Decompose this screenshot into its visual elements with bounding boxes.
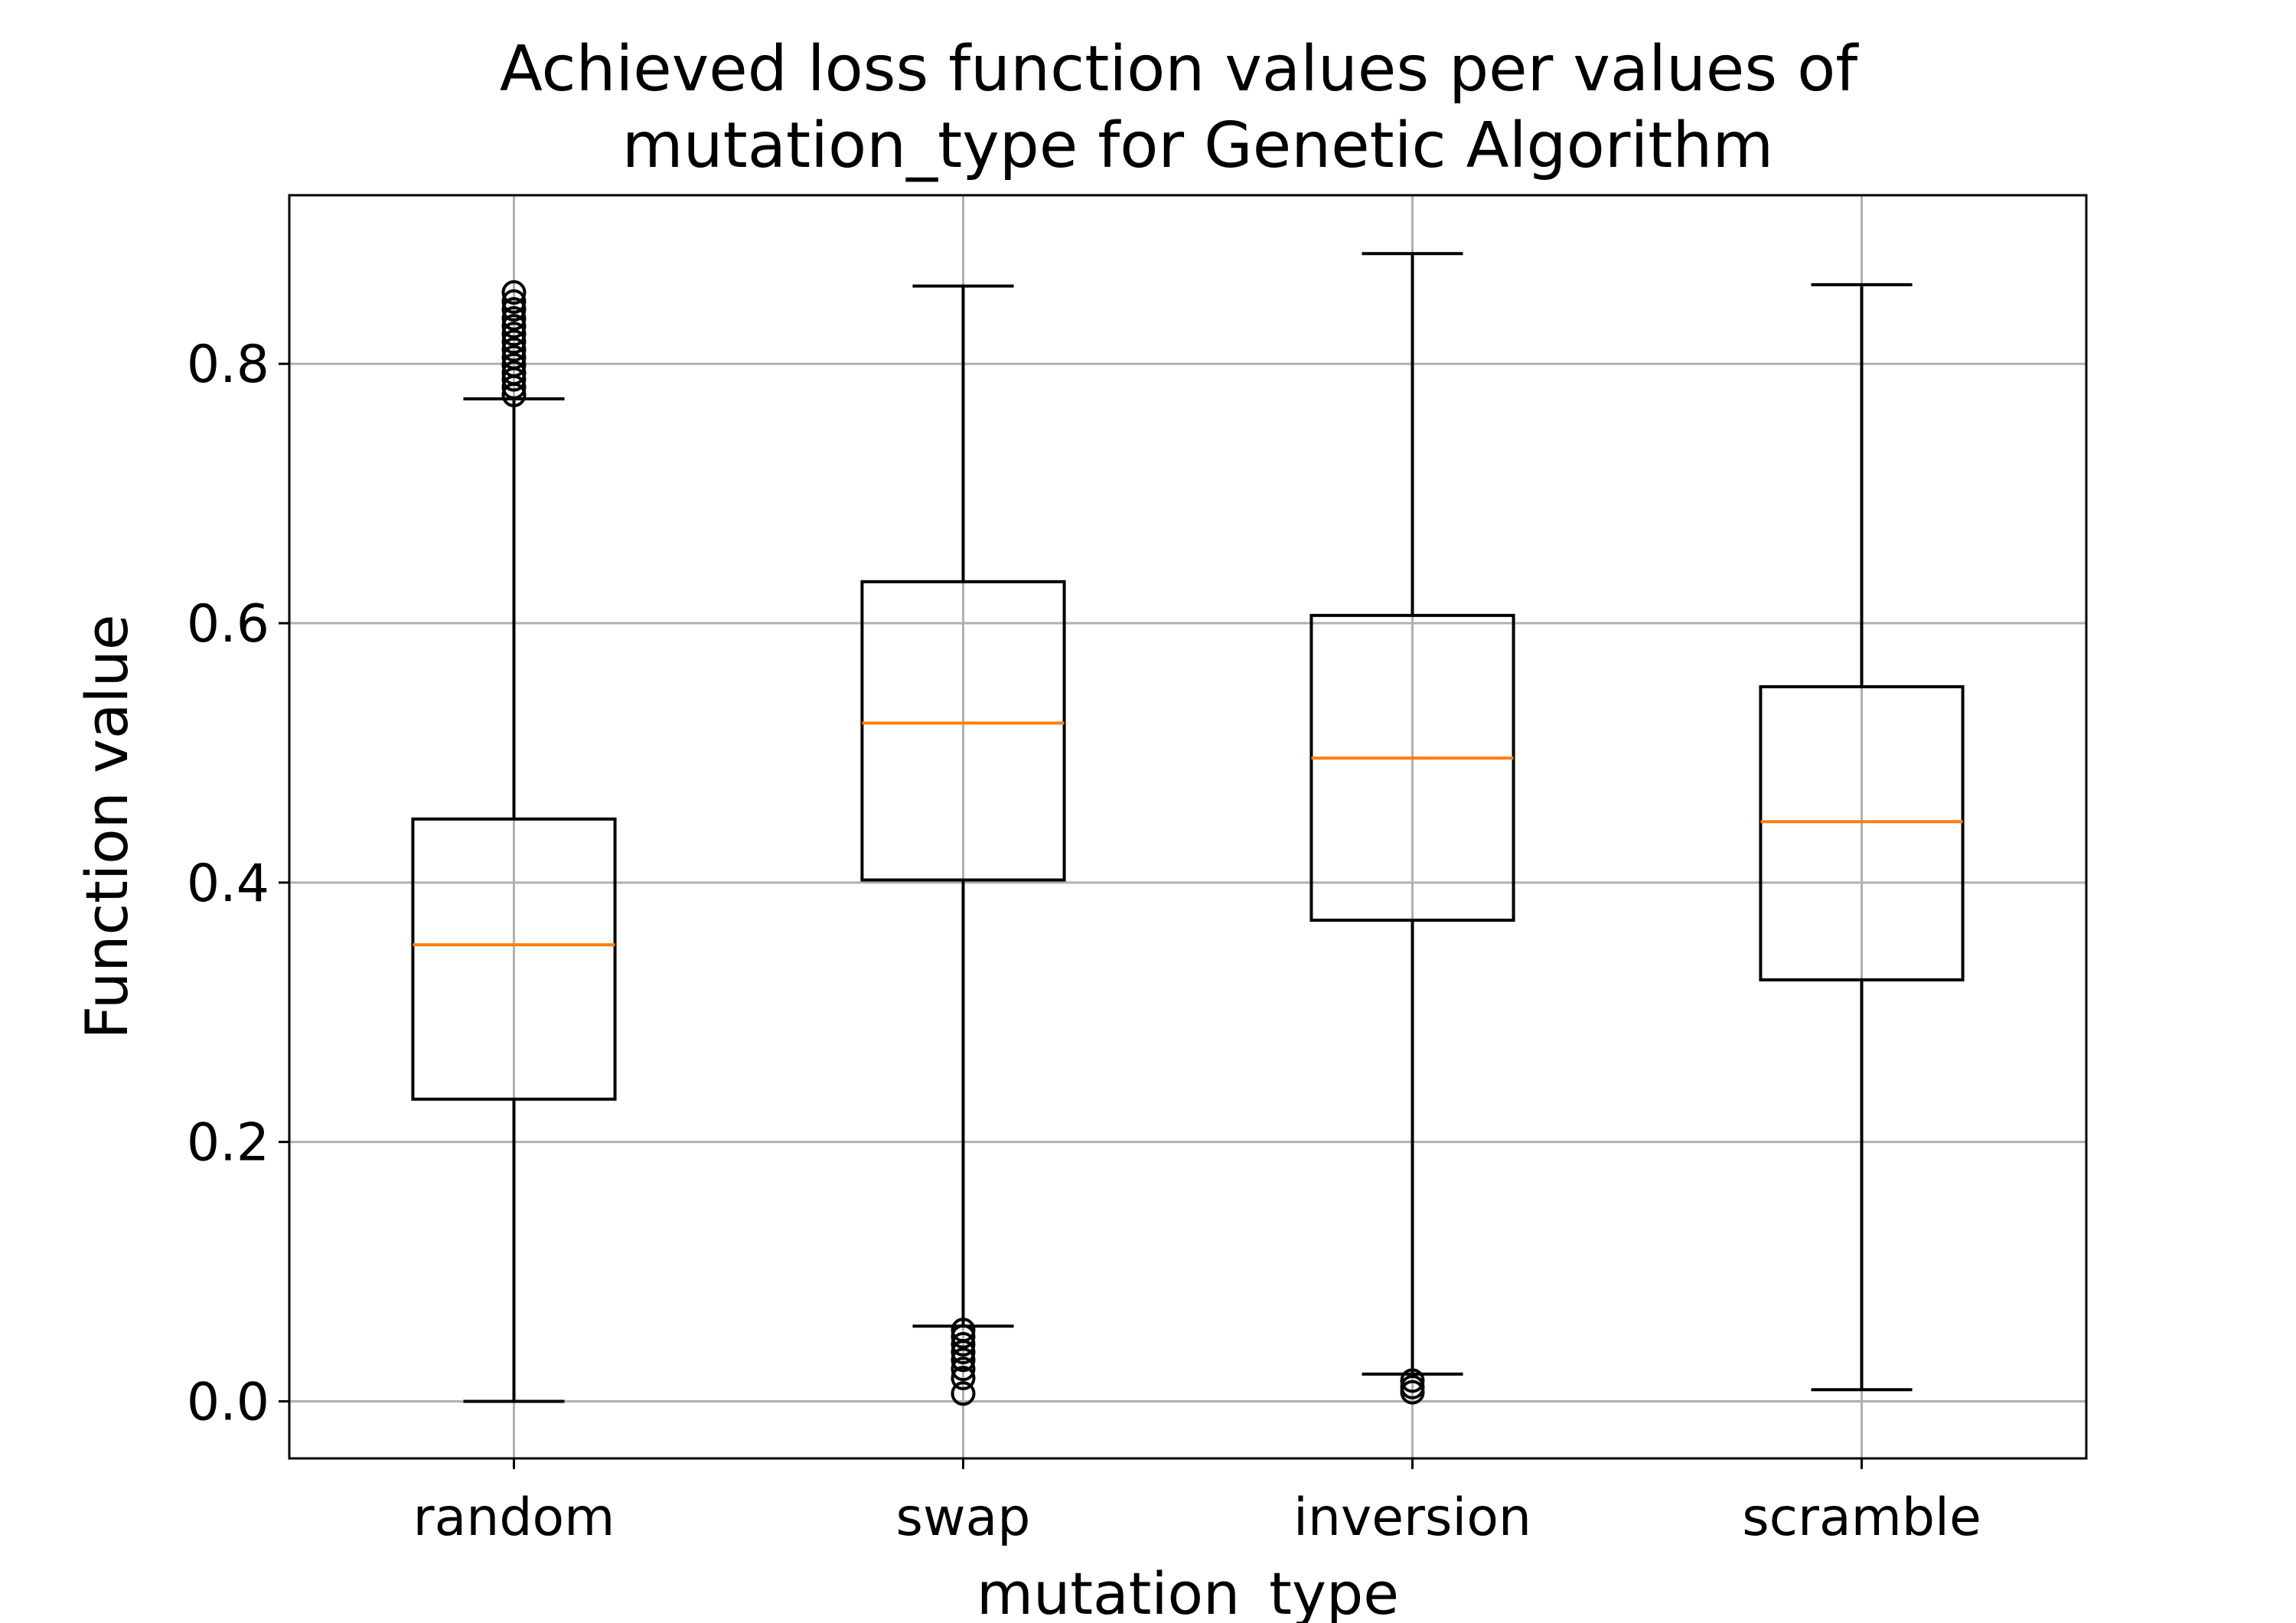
outlier-point [951, 1324, 976, 1349]
outlier-point [1400, 1368, 1425, 1393]
outlier-point [501, 329, 527, 354]
outlier-point [501, 322, 527, 347]
outlier-point [951, 1381, 976, 1406]
outlier-point [501, 297, 527, 322]
chart-title-line-1: Achieved loss function values per values… [500, 33, 1860, 106]
y-tick-label: 0.6 [187, 594, 269, 655]
y-axis-label: Function value [73, 614, 141, 1039]
grid-lines [289, 195, 2086, 1458]
chart-title-line-2: mutation_type for Genetic Algorithm [622, 109, 1773, 182]
outlier-point [501, 314, 527, 339]
outlier-point [1400, 1374, 1425, 1399]
y-tick-label: 0.4 [187, 854, 269, 914]
outlier-point [951, 1347, 976, 1373]
iqr-box [1759, 685, 1965, 981]
x-tick-label-random: random [413, 1487, 615, 1548]
iqr-box [1309, 613, 1515, 922]
outlier-point [501, 345, 527, 370]
x-tick-label-scramble: scramble [1742, 1487, 1981, 1548]
outlier-point [951, 1318, 976, 1343]
y-tick-label: 0.8 [187, 335, 269, 395]
x-axis-ticks: random swap inversion scramble [413, 1458, 1981, 1548]
y-tick-label: 0.0 [187, 1372, 269, 1432]
box-series [411, 252, 1965, 1406]
outlier-point [501, 289, 527, 314]
iqr-box [860, 580, 1066, 882]
box-inversion [1309, 252, 1515, 1405]
outlier-point [951, 1331, 976, 1357]
box-swap [860, 284, 1066, 1406]
outlier-point [501, 280, 527, 305]
x-tick-label-swap: swap [896, 1487, 1031, 1548]
box-random [411, 280, 617, 1403]
x-tick-label-inversion: inversion [1293, 1487, 1531, 1548]
iqr-box [411, 817, 617, 1101]
outlier-point [501, 305, 527, 331]
outlier-point [501, 361, 527, 386]
y-tick-label: 0.2 [187, 1113, 269, 1174]
outlier-point [501, 352, 527, 377]
outlier-point [951, 1357, 976, 1382]
y-axis-ticks: 0.0 0.2 0.4 0.6 0.8 [187, 335, 289, 1432]
box-scramble [1759, 282, 1965, 1392]
x-axis-label: mutation_type [977, 1559, 1399, 1623]
outlier-point [951, 1365, 976, 1390]
plot-area-frame [288, 194, 2088, 1460]
outlier-point [501, 337, 527, 362]
